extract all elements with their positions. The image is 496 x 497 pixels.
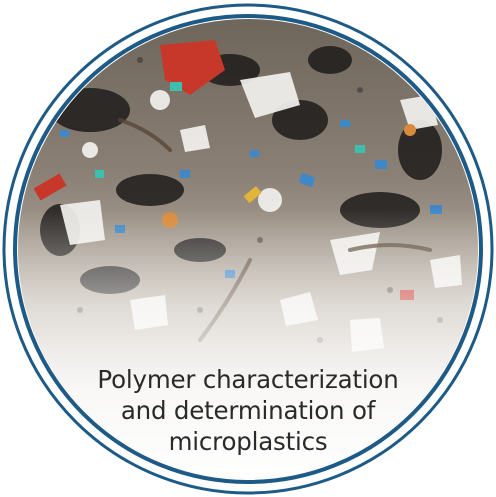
caption-line-2: and determination of — [120, 396, 376, 425]
badge-caption: Polymer characterization and determinati… — [60, 364, 436, 457]
outer-ring — [2, 3, 494, 495]
caption-line-1: Polymer characterization — [97, 365, 399, 394]
inner-ring — [13, 14, 483, 484]
caption-line-3: microplastics — [168, 427, 328, 456]
